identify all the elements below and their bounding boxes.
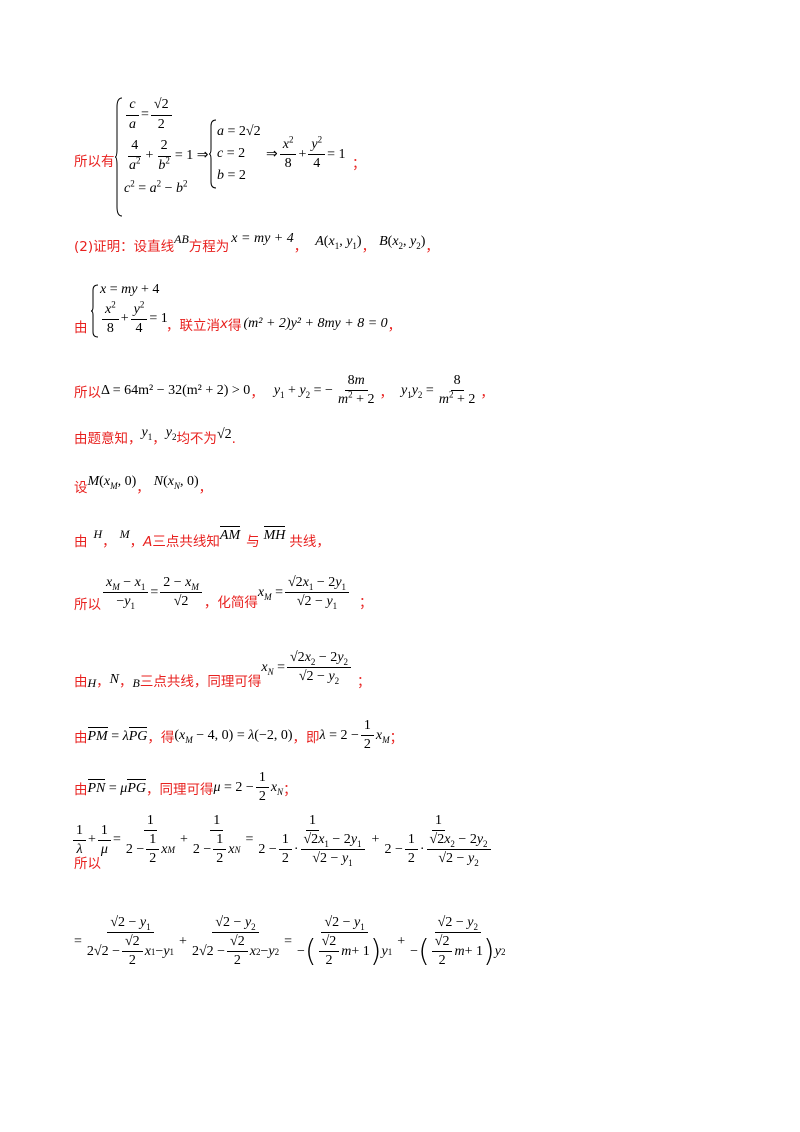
label-tongli: 三点共线，同理可得 (139, 673, 262, 690)
simplify-xn-line: 由 H ， N ， B 三点共线，同理可得 xN = √2x2 − 2y2 √2 … (74, 650, 371, 691)
label-de: 得 (228, 318, 242, 334)
quadratic-equation: (m² + 2)y² + 8my + 8 = 0 (243, 316, 388, 331)
proof-label: (2)证明：设直线 (74, 239, 175, 255)
vieta-product-frac: 8 m2 + 2 (438, 373, 476, 408)
point-a: A(x1, y1) (315, 234, 362, 251)
point-b: B(x2, y2) (379, 234, 426, 251)
equation-label: 方程为 (188, 239, 230, 255)
label-bu-wei: 均不为 (176, 431, 217, 447)
semicolon-1: ； (352, 156, 366, 172)
system-line-3: 由 x = my + 4 x2 8 + y2 4 = 1 ，联立消 x 得 (m² … (74, 282, 402, 338)
label-you-5: 由 (74, 781, 88, 798)
condition-line: 由题意知， y1 ， y2 均不为 √2 . (74, 425, 236, 447)
label-suoyi-4: 所以 (74, 856, 101, 873)
label-she: 设 (74, 480, 88, 496)
label-suoyi-2: 所以 (74, 384, 101, 401)
lambda-line: 由 PM = λPG ，得 (xM − 4, 0) = λ(−2, 0) ，即 … (74, 718, 404, 753)
joint-label: ，联立消 (166, 318, 220, 334)
label-suoyi-3: 所以 (74, 596, 101, 613)
ellipse-equation: ⇒ x2 8 + y2 4 = 1 (266, 134, 346, 172)
semicolon-9: ； (357, 673, 371, 690)
simplify-xm-line: 所以 xM − x1 −y1 = 2 − xM √2 ，化简得 xM = √2x1 … (74, 575, 373, 613)
semicolon-10: ； (389, 729, 404, 746)
delta-inequality: Δ = 64m² − 32(m² + 2) > 0 (101, 382, 251, 398)
label-sandian: 三点共线知 (152, 534, 220, 550)
label-yu: 与 (246, 534, 260, 550)
vieta-sum-frac: 8m m2 + 2 (337, 373, 375, 408)
label-you: 由 (74, 320, 88, 336)
semicolon-11: ； (283, 781, 297, 798)
system-equations-2: a = 2√2 c = 2 b = 2 (217, 124, 261, 183)
label-ji: ，即 (292, 729, 320, 746)
label-you-2: 由 (74, 534, 88, 550)
label-tiyi: 由题意知， (74, 431, 142, 447)
system-equations-3: x = my + 4 x2 8 + y2 4 = 1 (100, 282, 168, 337)
label-you-4: 由 (74, 729, 88, 746)
label-gongxian: 共线， (289, 534, 330, 550)
var-x: x (220, 316, 228, 332)
left-brace-2 (208, 119, 217, 189)
vieta-product: y1y2 = (400, 382, 434, 400)
line-equation: x = my + 4 (231, 231, 294, 246)
left-brace-1 (114, 97, 123, 217)
define-mn-line: 设 M(xM, 0) ， N(xN, 0) ， (74, 474, 213, 496)
label-suoyiyou: 所以有 (74, 154, 115, 170)
proof-line-2: (2)证明：设直线 AB 方程为 x = my + 4 ， A(x1, y1) … (74, 231, 439, 255)
delta-line: 所以 Δ = 64m² − 32(m² + 2) > 0 ， y1 + y2 =… (74, 373, 494, 408)
label-tongli-2: ，同理可得 (146, 781, 214, 798)
semicolon-8: ； (359, 594, 373, 611)
line-ab: AB (174, 231, 189, 246)
label-you-3: 由 (74, 673, 88, 690)
left-brace-3 (90, 284, 99, 338)
vieta-sum: y1 + y2 = − (273, 382, 333, 400)
label-de-2: ，得 (147, 729, 175, 746)
label-huajian: ，化简得 (203, 594, 258, 611)
collinear-line-1: 由 H ， M ， A 三点共线知 AM 与 MH 共线， (74, 526, 330, 550)
